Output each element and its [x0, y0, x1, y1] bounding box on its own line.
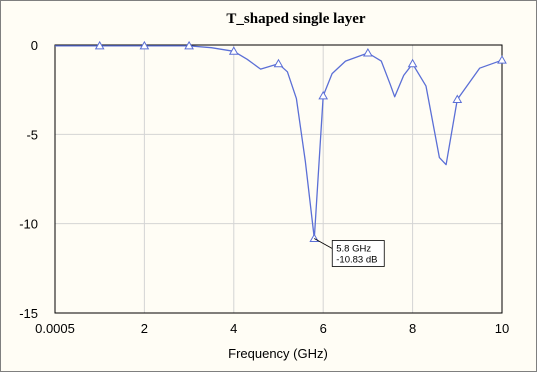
- y-axis: 0 -5 -10 -15: [19, 38, 38, 321]
- y-tick-label: 0: [31, 38, 38, 53]
- annotation-frequency: 5.8 GHz: [336, 243, 371, 254]
- data-point: [452, 94, 463, 103]
- plot-area: [54, 44, 503, 314]
- series-line: [55, 45, 503, 240]
- data-point: [497, 55, 507, 64]
- data-point: [407, 58, 418, 68]
- x-tick-label: 2: [141, 321, 148, 336]
- data-point: [184, 40, 194, 50]
- y-tick-label: -5: [26, 127, 38, 142]
- data-point: [139, 40, 150, 50]
- x-axis: 0.0005 2 4 6 8 10: [35, 321, 509, 336]
- y-tick-label: -15: [19, 306, 38, 321]
- data-point: [363, 48, 373, 57]
- x-axis-title: Frequency (GHz): [228, 346, 328, 361]
- data-point: [228, 46, 239, 55]
- x-tick-label: 8: [409, 321, 416, 336]
- annotation-value: -10.83 dB: [336, 254, 377, 265]
- annotation-box: [331, 240, 385, 267]
- series-layer: [55, 45, 503, 240]
- annotation-leader: [314, 238, 333, 249]
- data-point: [273, 58, 284, 68]
- x-tick-label: 0.0005: [35, 321, 75, 336]
- x-tick-label: 4: [230, 321, 237, 336]
- data-point: [318, 90, 329, 100]
- annotation: 5.8 GHz-10.83 dB: [314, 238, 385, 267]
- grid: [54, 44, 503, 314]
- y-tick-label: -10: [19, 217, 38, 232]
- data-point: [94, 40, 105, 50]
- marker-layer: [94, 40, 507, 242]
- chart-title: T_shaped single layer: [226, 11, 366, 27]
- x-tick-label: 6: [320, 321, 327, 336]
- x-tick-label: 10: [495, 321, 509, 336]
